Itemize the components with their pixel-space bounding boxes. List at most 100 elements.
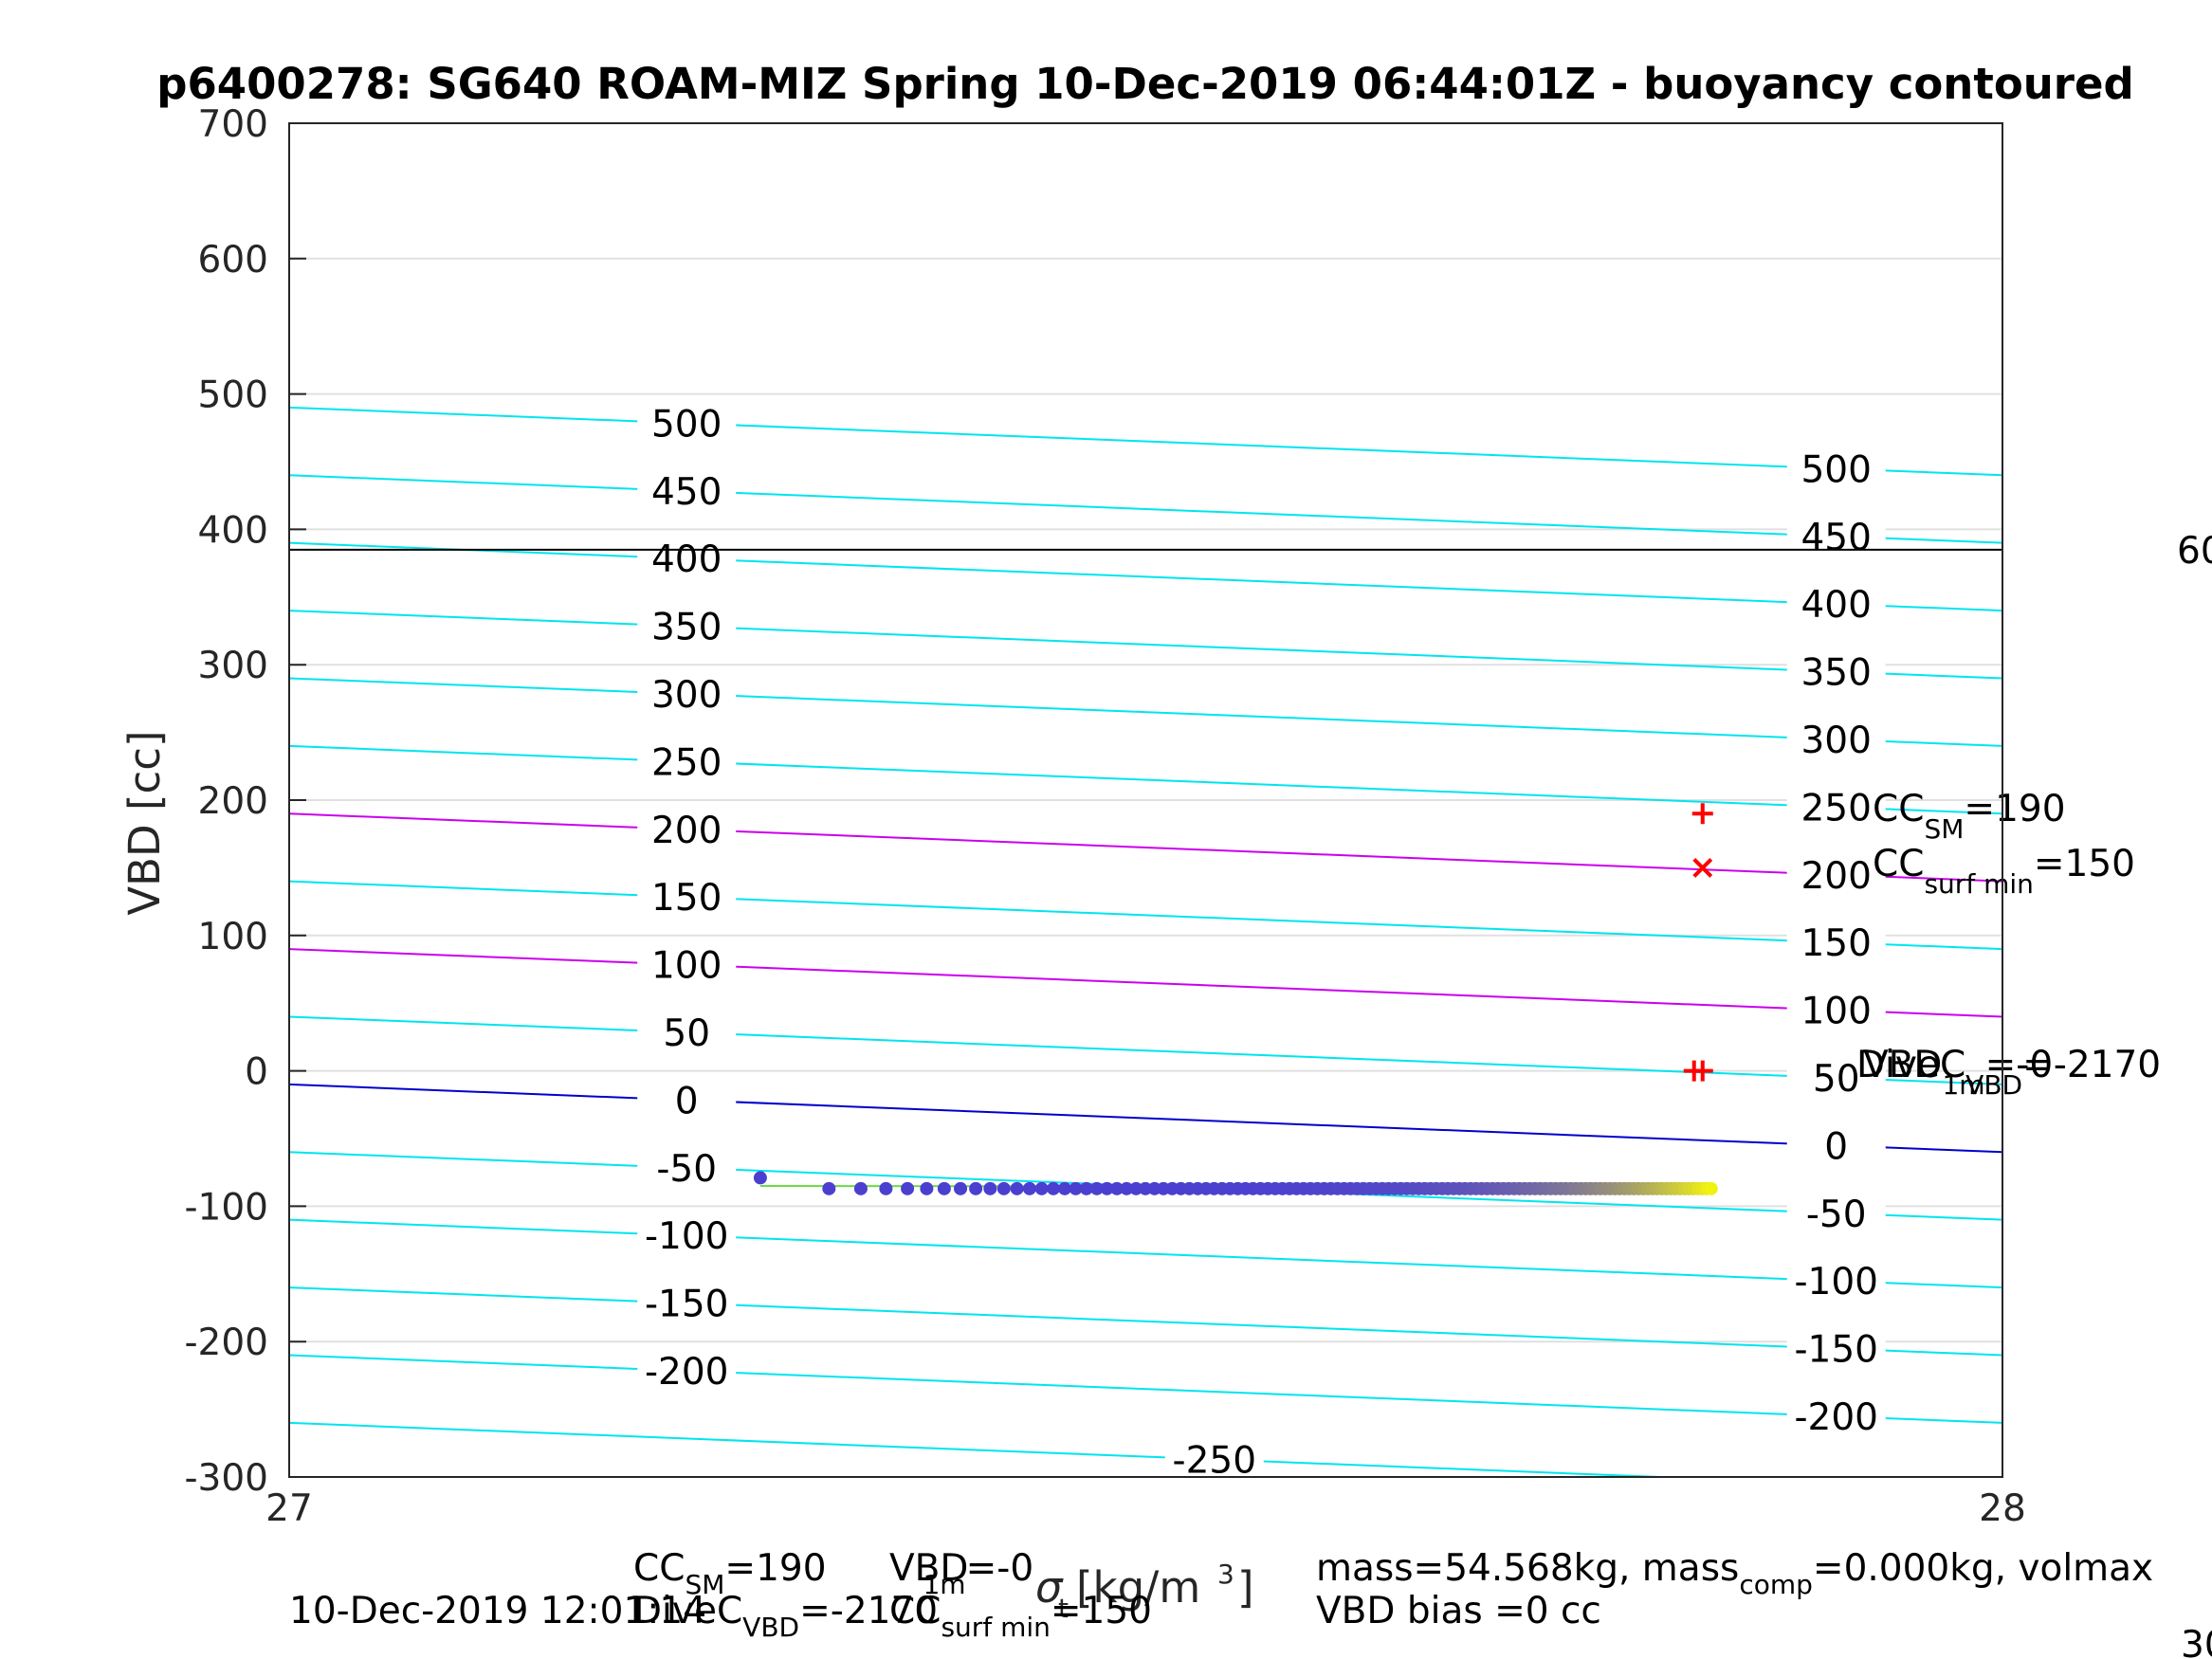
- contour-label-left-14-bg: [637, 1348, 737, 1391]
- contour-label-right-7: 150: [1801, 922, 1871, 965]
- contour-label-right-13-bg: [1786, 1325, 1886, 1368]
- contour-label-left-0-bg: [637, 400, 737, 443]
- contour-label-right-12-bg: [1786, 1258, 1886, 1301]
- ytick-label-2: -100: [184, 1186, 268, 1229]
- ytick-label-3: 0: [245, 1051, 268, 1094]
- series-0-point-3: [879, 1181, 893, 1195]
- contour-line-350: [288, 610, 2003, 680]
- buoyancy-contours: 500450400350300250200150100500-50-100-15…: [288, 400, 2003, 1482]
- contour-label-left-2-bg: [637, 536, 737, 578]
- series-0-point-14: [1047, 1181, 1061, 1195]
- contour-label-left-1: 450: [651, 471, 722, 514]
- series-0-point-0: [753, 1171, 767, 1185]
- contour-line-200: [288, 812, 2003, 883]
- contour-label-right-13: -150: [1794, 1329, 1878, 1372]
- marker-label-CC_surf_min: CCsurf min=150: [1873, 843, 2135, 900]
- contour-label-left-3-bg: [637, 603, 737, 646]
- contour-label-left-10-bg: [637, 1077, 737, 1120]
- ytick-label-8: 500: [198, 374, 268, 417]
- contour-label-right-10-bg: [1786, 1122, 1886, 1165]
- series-0-point-15: [1057, 1181, 1071, 1195]
- series-0-point-17: [1079, 1181, 1093, 1195]
- footer-cc-surf-min: CCsurf min=150: [889, 1590, 1152, 1643]
- series-0-point-11: [1010, 1181, 1024, 1195]
- series-0-point-6: [937, 1181, 951, 1195]
- contour-label-right-8-bg: [1786, 987, 1886, 1030]
- contour-line-500: [288, 406, 2003, 477]
- ytick-label-5: 200: [198, 780, 268, 823]
- contour-label-right-4-bg: [1786, 716, 1886, 758]
- y-axis-label: VBD [cc]: [119, 730, 170, 915]
- contour-label-right-11-bg: [1786, 1190, 1886, 1232]
- contour-line-150: [288, 880, 2003, 951]
- contour-label-right-10: 0: [1824, 1125, 1848, 1168]
- contour-label-right-9-bg: [1786, 1054, 1886, 1097]
- marker-label-CC_SM: CCSM=190: [1873, 788, 2066, 845]
- series-0-point-18: [1089, 1181, 1104, 1195]
- series-0-point-20: [1109, 1181, 1124, 1195]
- footer-vbd-bias: VBD bias =0 cc: [1316, 1590, 1601, 1632]
- contour-label-right-2: 400: [1801, 584, 1871, 627]
- data-series: [753, 1171, 1718, 1195]
- marker-CC_surf_min: [1692, 857, 1713, 878]
- contour-label-left-6-bg: [637, 806, 737, 848]
- contour-label-left-8-bg: [637, 941, 737, 984]
- series-0-point-119: [1704, 1181, 1718, 1195]
- series-0-point-13: [1034, 1181, 1049, 1195]
- contour-line-100: [288, 948, 2003, 1018]
- series-0-point-2: [853, 1181, 868, 1195]
- x-axis-label-symbol: σ: [1035, 1562, 1064, 1613]
- contour-label-left-12-bg: [637, 1212, 737, 1255]
- contour-line-400: [288, 541, 2003, 612]
- ytick-label-10: 700: [198, 103, 268, 146]
- ytick-label-9: 600: [198, 239, 268, 282]
- x-axis-label-sub: t: [1058, 1593, 1069, 1624]
- contour-label-bottom: -250: [1173, 1439, 1257, 1482]
- xtick-label-0: 27: [265, 1487, 313, 1530]
- contour-label-left-5: 250: [651, 741, 722, 784]
- footer-annotations: CCSM=190 VBD1m=-0 10-Dec-2019 12:01:14 D…: [289, 1547, 2212, 1659]
- contour-label-left-11: -50: [656, 1148, 717, 1191]
- series-0-point-12: [1022, 1181, 1036, 1195]
- footer-divec-vbd: DiveCVBD=-2170: [633, 1590, 938, 1643]
- contour-label-right-14: -200: [1794, 1396, 1878, 1439]
- contour-label-left-7: 150: [651, 877, 722, 920]
- x-axis-label-tail: ]: [1237, 1562, 1254, 1613]
- footer-timestamp: 10-Dec-2019 12:01:14: [289, 1590, 706, 1632]
- marker-VBD_1m: [1691, 1060, 1713, 1082]
- footer-mass: mass=54.568kg, masscomp=0.000kg, volmax: [1316, 1547, 2153, 1600]
- contour-label-left-10: 0: [675, 1080, 699, 1122]
- contour-line--200: [288, 1354, 2003, 1424]
- contour-label-right-1-bg: [1786, 513, 1886, 556]
- footer-vbd-1m: VBD1m=-0: [889, 1547, 1033, 1600]
- contour-label-left-0: 500: [651, 403, 722, 446]
- contour-label-left-14: -200: [645, 1351, 729, 1394]
- ytick-label-6: 300: [198, 645, 268, 687]
- contour-label-left-9-bg: [637, 1010, 737, 1052]
- contour-label-right-7-bg: [1786, 920, 1886, 962]
- series-0-point-9: [983, 1181, 997, 1195]
- contour-label-right-0-bg: [1786, 446, 1886, 488]
- marker-label-VBD_1m: VBD1m=-0: [1863, 1044, 2053, 1101]
- contour-label-left-1-bg: [637, 467, 737, 510]
- contour-label-left-4-bg: [637, 671, 737, 714]
- chart-title: p6400278: SG640 ROAM-MIZ Spring 10-Dec-2…: [156, 59, 2133, 109]
- contour-line-450: [288, 474, 2003, 544]
- series-0-point-5: [920, 1181, 934, 1195]
- contour-label-left-7-bg: [637, 874, 737, 917]
- contour-label-left-12: -100: [645, 1215, 729, 1258]
- contour-label-right-5: 250: [1801, 787, 1871, 830]
- contour-label-right-6-bg: [1786, 851, 1886, 894]
- ytick-label-1: -200: [184, 1322, 268, 1364]
- x-axis-label-sup: 3: [1217, 1559, 1234, 1590]
- series-0-point-23: [1139, 1181, 1153, 1195]
- x-axis-label: σ t [kg/m 3 ]: [1035, 1559, 1254, 1624]
- contour-label-right-14-bg: [1786, 1393, 1886, 1435]
- marker-CC_SM: [1691, 803, 1713, 825]
- contour-label-left-11-bg: [637, 1144, 737, 1187]
- contour-label-right-2-bg: [1786, 581, 1886, 624]
- contour-line--100: [288, 1218, 2003, 1289]
- contour-line-250: [288, 744, 2003, 815]
- contour-label-left-2: 400: [651, 538, 722, 581]
